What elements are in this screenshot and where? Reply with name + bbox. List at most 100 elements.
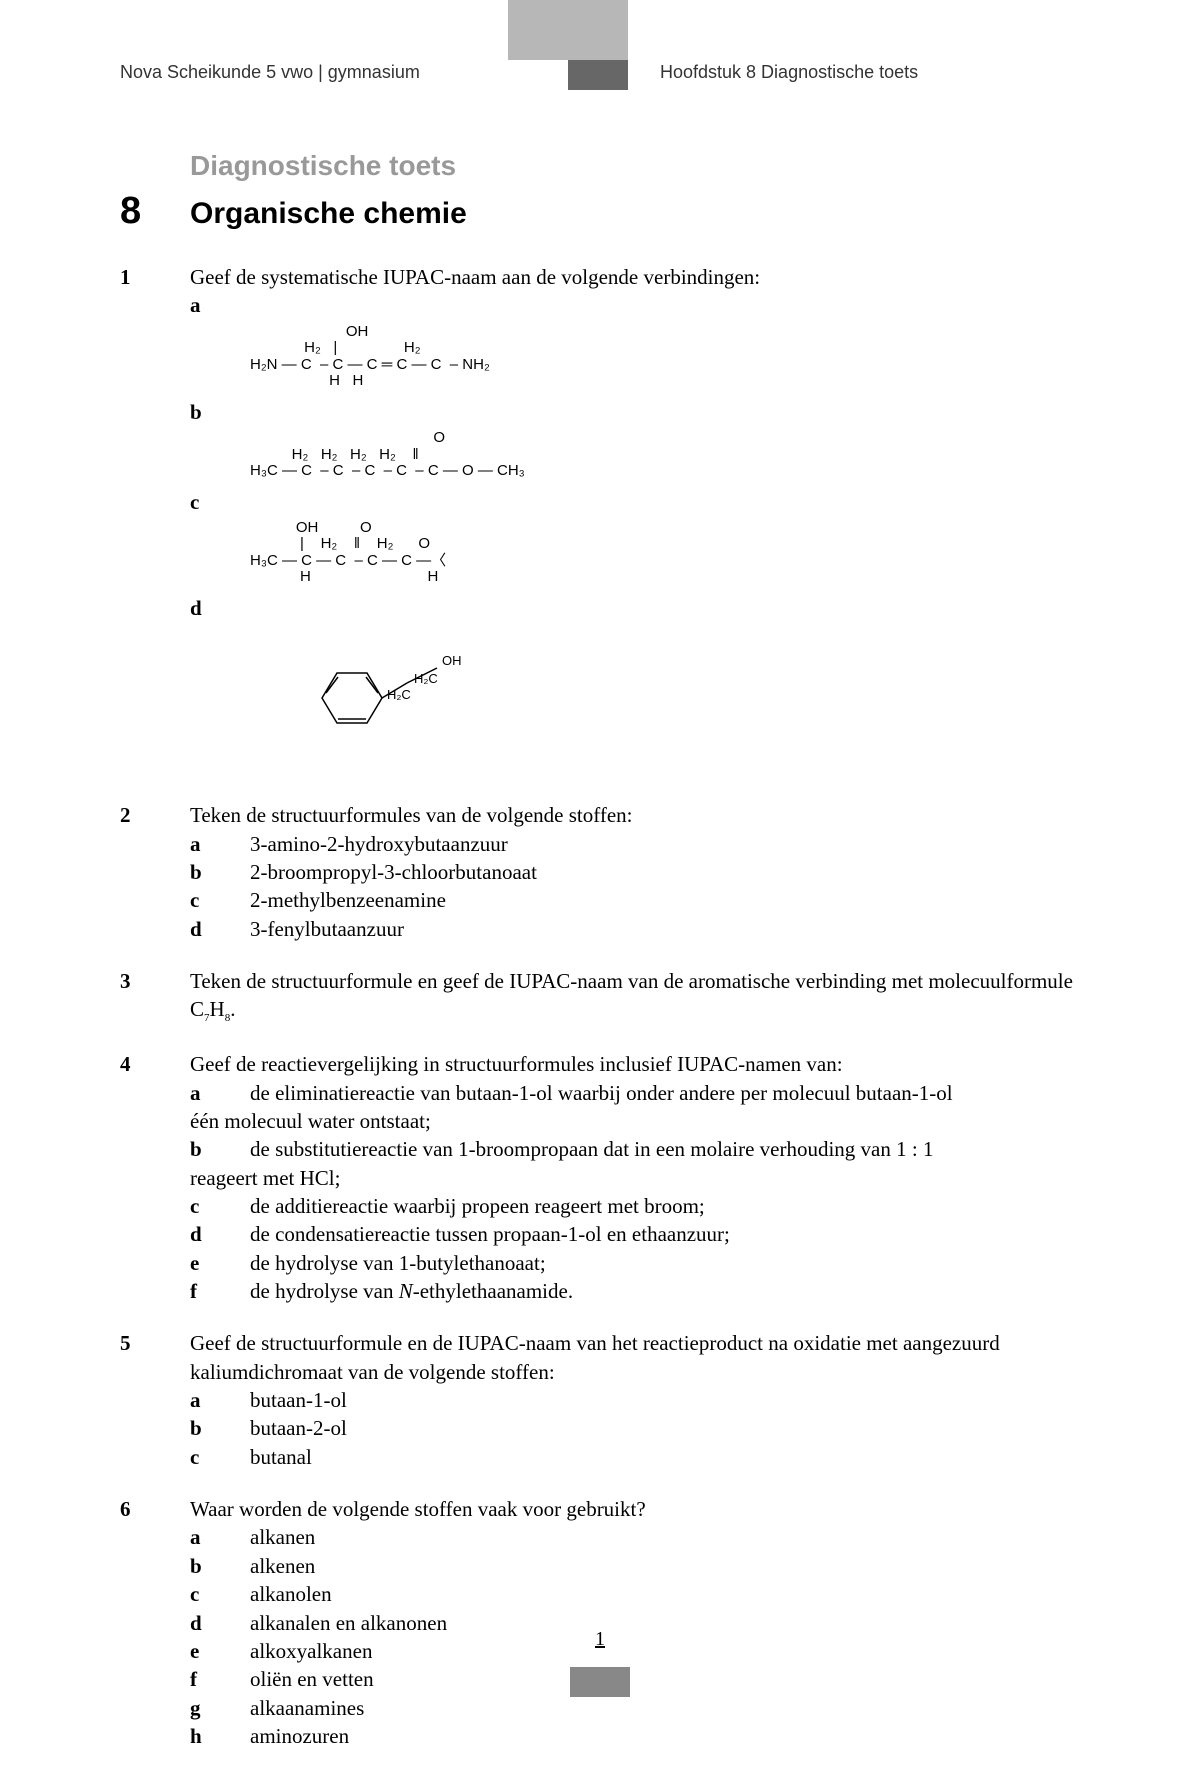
q5-item-b: bbutaan-2-ol — [190, 1414, 1080, 1442]
q5-item-a: abutaan-1-ol — [190, 1386, 1080, 1414]
sub-label: c — [190, 886, 250, 914]
q4-item-d: dde condensatiereactie tussen propaan-1-… — [190, 1220, 1080, 1248]
question-number: 3 — [120, 967, 190, 1026]
question-prompt: Waar worden de volgende stoffen vaak voo… — [190, 1495, 1080, 1523]
sub-label: g — [190, 1694, 250, 1722]
formula-line: | H₂ ‖ H₂ O — [250, 535, 430, 552]
formula-line: OH — [250, 323, 368, 340]
footer-decoration — [570, 1667, 630, 1697]
sub-label: d — [190, 594, 250, 622]
sub-text-inline: de eliminatiereactie van butaan-1-ol waa… — [250, 1081, 953, 1105]
sub-text: 2-methylbenzeenamine — [250, 886, 1080, 914]
text-part: de hydrolyse van — [250, 1279, 399, 1303]
sub-text: de hydrolyse van 1-butylethanoaat; — [250, 1249, 1080, 1277]
svg-text:H₂C: H₂C — [414, 671, 438, 686]
q1-item-a: a — [190, 291, 1080, 319]
question-body: Teken de structuurformule en geef de IUP… — [190, 967, 1080, 1026]
formula-line: H₂ | H₂ — [250, 339, 421, 356]
question-body: Geef de reactievergelijking in structuur… — [190, 1050, 1080, 1305]
sub-text: oliën en vetten — [250, 1665, 1080, 1693]
question-body: Teken de structuurformules van de volgen… — [190, 801, 1080, 943]
question-prompt: Geef de structuurformule en de IUPAC-naa… — [190, 1329, 1080, 1386]
q4-item-f: fde hydrolyse van N-ethylethaanamide. — [190, 1277, 1080, 1305]
sub-label: c — [190, 1580, 250, 1608]
question-5: 5 Geef de structuurformule en de IUPAC-n… — [120, 1329, 1080, 1471]
structural-formula-c: OH O | H₂ ‖ H₂ O H₃C — C — C – C — C —〈 … — [250, 520, 1080, 586]
chapter-title: Organische chemie — [190, 197, 467, 231]
sub-label: c — [190, 1192, 250, 1220]
sub-label: b — [190, 1414, 250, 1442]
question-number: 1 — [120, 263, 190, 777]
sub-label: c — [190, 1443, 250, 1471]
q4-item-a: ade eliminatiereactie van butaan-1-ol wa… — [190, 1079, 1080, 1136]
sub-label: b — [190, 858, 250, 886]
sub-text: 3-amino-2-hydroxybutaanzuur — [250, 830, 1080, 858]
sub-text: butanal — [250, 1443, 1080, 1471]
question-prompt: Geef de systematische IUPAC-naam aan de … — [190, 263, 1080, 291]
q2-item-b: b2-broompropyl-3-chloorbutanoaat — [190, 858, 1080, 886]
sub-text: alkaanamines — [250, 1694, 1080, 1722]
sub-text-inline: de substitutiereactie van 1-broompropaan… — [250, 1137, 933, 1161]
sub-text: de condensatiereactie tussen propaan-1-o… — [250, 1220, 1080, 1248]
sub-text: alkanolen — [250, 1580, 1080, 1608]
sub-text: aminozuren — [250, 1722, 1080, 1750]
sub-label: e — [190, 1249, 250, 1277]
question-4: 4 Geef de reactievergelijking in structu… — [120, 1050, 1080, 1305]
sub-text: de additiereactie waarbij propeen reagee… — [250, 1192, 1080, 1220]
question-number: 2 — [120, 801, 190, 943]
sub-label: h — [190, 1722, 250, 1750]
q3-text-part1: Teken de structuurformule en geef de IUP… — [190, 969, 1073, 1021]
sub-label: d — [190, 915, 250, 943]
question-1: 1 Geef de systematische IUPAC-naam aan d… — [120, 263, 1080, 777]
sub-text: butaan-1-ol — [250, 1386, 1080, 1414]
q6-item-c: calkanolen — [190, 1580, 1080, 1608]
question-body: Geef de structuurformule en de IUPAC-naa… — [190, 1329, 1080, 1471]
formula-line: H₂ H₂ H₂ H₂ ‖ — [250, 446, 419, 463]
header-decoration-dark — [568, 60, 628, 90]
sub-label: f — [190, 1277, 250, 1305]
content-area: Diagnostische toets 8 Organische chemie … — [120, 150, 1080, 1774]
q3-text-after: . — [230, 997, 235, 1021]
sub-text: 2-broompropyl-3-chloorbutanoaat — [250, 858, 1080, 886]
question-body: Waar worden de volgende stoffen vaak voo… — [190, 1495, 1080, 1750]
sub-label: b — [190, 1135, 250, 1163]
question-body: Geef de systematische IUPAC-naam aan de … — [190, 263, 1080, 777]
sub-text: alkenen — [250, 1552, 1080, 1580]
formula-line: H₂N — C – C — C ═ C — C – NH₂ — [250, 356, 490, 373]
sub-label: c — [190, 488, 250, 516]
sub-label: a — [190, 830, 250, 858]
question-number: 6 — [120, 1495, 190, 1750]
q4-item-e: ede hydrolyse van 1-butylethanoaat; — [190, 1249, 1080, 1277]
svg-text:H₂C: H₂C — [387, 687, 411, 702]
sub-label: a — [190, 1523, 250, 1551]
q6-item-f: foliën en vetten — [190, 1665, 1080, 1693]
q2-item-c: c2-methylbenzeenamine — [190, 886, 1080, 914]
sub-label: b — [190, 398, 250, 426]
structural-formula-a: OH H₂ | H₂ H₂N — C – C — C ═ C — C – NH₂… — [250, 324, 1080, 390]
svg-text:OH: OH — [442, 653, 462, 668]
formula-line: H H — [250, 372, 363, 389]
q6-item-a: aalkanen — [190, 1523, 1080, 1551]
sub-label: a — [190, 1386, 250, 1414]
q6-item-g: galkaanamines — [190, 1694, 1080, 1722]
q4-item-c: cde additiereactie waarbij propeen reage… — [190, 1192, 1080, 1220]
sub-label: f — [190, 1665, 250, 1693]
question-number: 5 — [120, 1329, 190, 1471]
sub-text: 3-fenylbutaanzuur — [250, 915, 1080, 943]
title-row: 8 Organische chemie — [120, 190, 1080, 233]
sub-label: a — [190, 1079, 250, 1107]
sub-text: butaan-2-ol — [250, 1414, 1080, 1442]
question-2: 2 Teken de structuurformules van de volg… — [120, 801, 1080, 943]
q5-item-c: cbutanal — [190, 1443, 1080, 1471]
question-prompt: Geef de reactievergelijking in structuur… — [190, 1050, 1080, 1078]
question-number: 4 — [120, 1050, 190, 1305]
q1-item-b: b — [190, 398, 1080, 426]
question-prompt: Teken de structuurformules van de volgen… — [190, 801, 1080, 829]
formula-line: H₃C — C — C – C — C —〈 — [250, 552, 459, 569]
q6-item-b: balkenen — [190, 1552, 1080, 1580]
q4-item-b: bde substitutiereactie van 1-broompropaa… — [190, 1135, 1080, 1192]
q6-item-h: haminozuren — [190, 1722, 1080, 1750]
text-italic: N — [399, 1279, 413, 1303]
benzene-diagram: H₂C H₂C OH — [292, 643, 492, 753]
q1-item-c: c — [190, 488, 1080, 516]
